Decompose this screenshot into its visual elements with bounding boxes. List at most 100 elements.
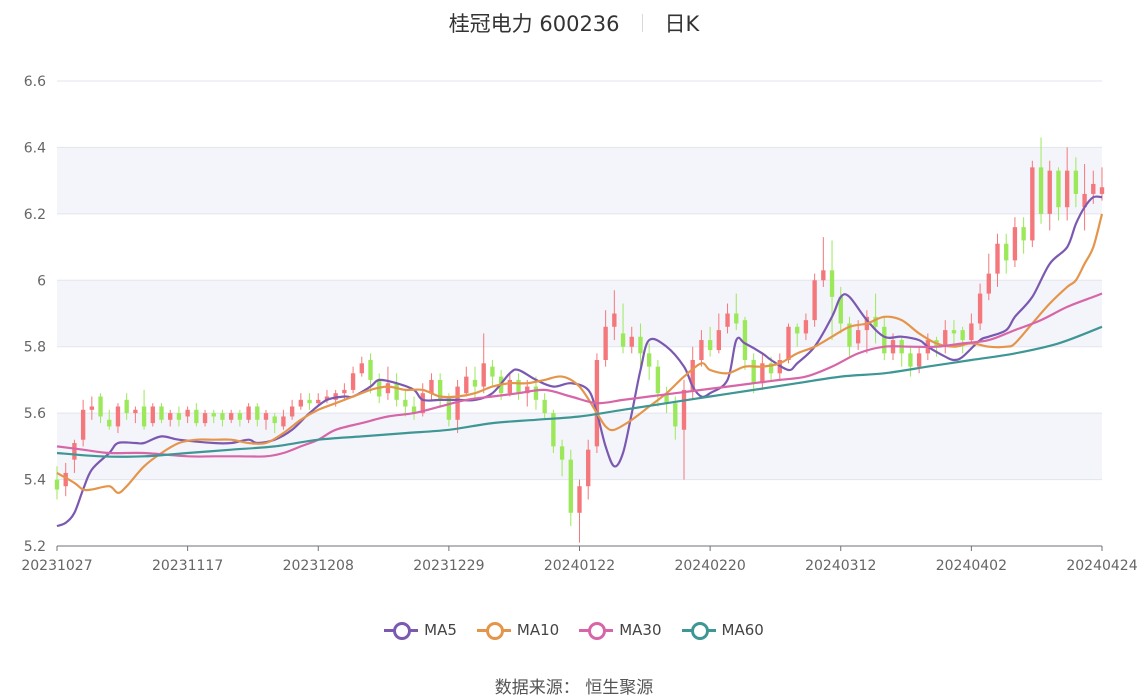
legend-line-circle-icon <box>681 621 716 640</box>
candle-body <box>559 446 565 460</box>
candle-body <box>141 406 147 427</box>
candle <box>803 313 809 341</box>
candle-body <box>673 403 678 427</box>
candle <box>882 316 887 360</box>
x-tick-label: 20231027 <box>21 558 92 574</box>
candle-body <box>316 399 321 404</box>
y-tick-label: 5.8 <box>24 340 46 356</box>
candle <box>516 373 521 400</box>
candle-body <box>1030 167 1035 241</box>
candle <box>1064 147 1070 221</box>
candle-body <box>368 360 373 380</box>
candle-body <box>1064 170 1070 208</box>
legend-item-ma5[interactable]: MA5 <box>384 621 457 640</box>
candle-body <box>734 313 739 324</box>
legend-item-ma10[interactable]: MA10 <box>476 621 560 640</box>
legend-item-ma30[interactable]: MA30 <box>579 621 662 640</box>
candle <box>185 406 190 424</box>
series-line-ma60 <box>56 325 1103 458</box>
candle <box>638 323 643 367</box>
y-tick-label: 6.2 <box>24 207 46 223</box>
x-tick-label: 20240402 <box>936 558 1007 574</box>
candle <box>699 330 704 367</box>
candle <box>464 366 469 397</box>
candle-body <box>107 419 112 427</box>
candle-body <box>760 363 765 384</box>
candle-body <box>951 330 957 334</box>
candle <box>1004 233 1009 274</box>
candle-body <box>725 313 730 327</box>
candle <box>1082 164 1087 231</box>
candle <box>481 333 486 394</box>
candle-body <box>455 386 460 420</box>
candle <box>551 409 556 453</box>
candle <box>960 326 965 354</box>
candle-body <box>150 406 155 424</box>
candle-body <box>124 399 129 414</box>
candle <box>716 313 722 354</box>
candle-body <box>638 336 643 354</box>
candle-body <box>960 330 965 341</box>
candle-body <box>977 293 983 324</box>
candle <box>289 399 295 420</box>
candle <box>977 283 983 331</box>
candle <box>202 409 208 427</box>
candle-body <box>742 320 748 360</box>
candle-body <box>829 270 835 297</box>
legend: MA5 MA10 MA30 MA60 <box>0 621 1148 640</box>
candle-body <box>1099 187 1105 194</box>
candle-body <box>943 330 948 347</box>
candle-body <box>620 333 626 347</box>
period-label[interactable]: 日K <box>664 12 700 36</box>
candle-body <box>298 399 304 407</box>
candle <box>507 373 513 397</box>
candle <box>707 326 713 357</box>
candle-body <box>655 366 661 394</box>
candle <box>403 389 408 417</box>
y-tick-label: 6 <box>37 273 46 289</box>
candle-body <box>472 379 478 387</box>
candle <box>237 409 243 427</box>
candle-body <box>342 389 347 394</box>
legend-item-ma60[interactable]: MA60 <box>681 621 764 640</box>
candle <box>629 326 634 354</box>
candle-body <box>533 386 539 400</box>
candle-body <box>690 360 695 390</box>
candle-body <box>246 406 251 420</box>
data-source: 数据来源： 恒生聚源 <box>494 678 654 698</box>
candle <box>969 313 974 344</box>
candle <box>194 403 199 427</box>
candle-body <box>812 280 817 321</box>
candle <box>141 389 147 430</box>
legend-label: MA10 <box>516 621 560 639</box>
moving-average-lines <box>56 195 1104 528</box>
candle-body <box>359 363 364 374</box>
candle-body <box>786 326 791 360</box>
candle <box>150 403 155 427</box>
candle <box>168 409 173 427</box>
legend-label: MA5 <box>424 621 457 639</box>
candle <box>89 396 95 420</box>
x-tick-label: 20240312 <box>805 558 876 574</box>
candle <box>124 393 129 420</box>
candle <box>1021 217 1026 254</box>
candle <box>115 403 121 434</box>
x-tick-label: 20240424 <box>1066 558 1137 574</box>
x-tick-label: 20231208 <box>283 558 354 574</box>
candle-body <box>185 409 190 417</box>
candle-body <box>1038 167 1044 214</box>
candle <box>54 466 60 500</box>
candle-body <box>1073 170 1079 194</box>
candle <box>829 240 835 341</box>
candle <box>1056 167 1061 221</box>
candle <box>472 366 478 400</box>
candle-body <box>507 379 513 394</box>
candle-body <box>803 320 809 334</box>
candle-body <box>795 326 800 334</box>
candle <box>80 399 86 447</box>
candle <box>228 409 234 424</box>
candle-body <box>72 443 77 460</box>
candle <box>568 449 573 527</box>
candle-body <box>1082 193 1087 208</box>
candle-body <box>159 406 164 420</box>
